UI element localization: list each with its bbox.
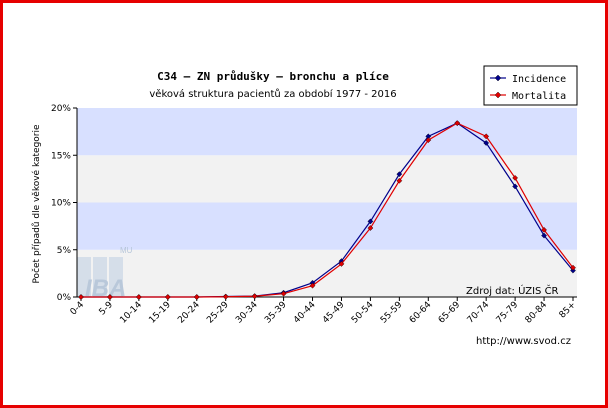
plot-band: [77, 202, 577, 250]
x-tick-label: 10-14: [118, 300, 144, 326]
x-tick-label: 30-34: [234, 300, 260, 326]
x-tick-label: 65-69: [437, 300, 463, 326]
data-point-mortalita: [222, 293, 229, 300]
data-point-mortalita: [512, 175, 519, 181]
legend-label-incidence: Incidence: [512, 74, 566, 85]
data-point-incidence: [483, 140, 490, 146]
url-note: http://www.svod.cz: [476, 336, 571, 347]
y-tick-label: 0%: [57, 293, 72, 303]
data-point-mortalita: [164, 294, 171, 300]
x-tick-label: 75-79: [495, 300, 521, 326]
data-point-mortalita: [367, 225, 374, 231]
plot-band: [77, 108, 577, 156]
data-point-incidence: [512, 183, 519, 190]
source-note: Zdroj dat: ÚZIS ČR: [466, 284, 559, 297]
legend-box: [483, 65, 578, 106]
x-tick-label: 55-59: [379, 300, 405, 326]
data-point-mortalita: [483, 133, 490, 140]
y-axis-label: Počet případů dle věkové kategorie: [31, 124, 42, 284]
data-point-mortalita: [338, 261, 345, 267]
data-point-mortalita: [251, 293, 258, 300]
x-tick-label: 0-4: [69, 300, 87, 318]
legend-swatch-marker: [494, 91, 502, 99]
line-chart: IBA MU 0% 5% 10% 15% 20% 0-4 5-9 10-14 15-19 20-…: [31, 65, 578, 347]
y-tick-label: 10%: [51, 199, 71, 209]
x-tick-label: 25-29: [205, 300, 231, 326]
data-point-mortalita: [396, 177, 403, 184]
data-point-mortalita: [280, 290, 287, 297]
x-tick-label: 35-39: [263, 300, 289, 326]
data-point-mortalita: [309, 282, 316, 289]
x-tick-label: 85+: [558, 300, 579, 321]
chart-subtitle: věková struktura pacientů za období 1977…: [149, 88, 396, 100]
x-tick-label: 50-54: [350, 300, 376, 326]
x-tick-label: 40-44: [292, 300, 318, 326]
series-line-mortalita: [81, 122, 574, 298]
chart-title: C34 – ZN průdušky – bronchu a plíce: [157, 70, 389, 83]
legend: Incidence Mortalita: [483, 65, 578, 106]
legend-label-mortalita: Mortalita: [512, 91, 566, 102]
x-tick-label: 45-49: [321, 300, 347, 326]
data-point-mortalita: [78, 294, 84, 300]
x-tick-label: 80-84: [524, 300, 550, 326]
data-point-mortalita: [135, 294, 142, 300]
watermark-small-text: MU: [120, 246, 133, 255]
plot-background-bands: [77, 108, 577, 297]
plot-band: [77, 155, 577, 203]
x-tick-label: 60-64: [408, 300, 434, 326]
data-point-mortalita: [541, 227, 547, 233]
x-tick-label: 70-74: [466, 300, 492, 326]
data-point-mortalita: [454, 120, 461, 127]
y-axis-ticks: 0% 5% 10% 15% 20%: [51, 104, 77, 303]
data-point-incidence: [541, 232, 547, 239]
plot-band: [77, 249, 577, 297]
x-tick-label: 20-24: [176, 300, 202, 326]
watermark-text: IBA: [85, 275, 126, 302]
x-tick-label: 15-19: [147, 300, 173, 326]
y-tick-label: 5%: [57, 246, 72, 256]
y-tick-label: 20%: [51, 104, 71, 114]
data-point-mortalita: [193, 294, 200, 300]
legend-swatch-marker: [494, 74, 502, 82]
data-point-incidence: [396, 171, 403, 178]
data-point-mortalita: [425, 137, 432, 144]
x-axis-ticks: 0-4 5-9 10-14 15-19 20-24 25-29 30-34 35-39 40-4…: [69, 297, 578, 326]
data-point-mortalita: [107, 294, 113, 300]
data-series: [78, 120, 576, 300]
y-tick-label: 15%: [51, 151, 71, 161]
data-point-mortalita: [570, 264, 576, 271]
x-tick-label: 5-9: [98, 300, 116, 318]
data-point-incidence: [367, 218, 374, 225]
